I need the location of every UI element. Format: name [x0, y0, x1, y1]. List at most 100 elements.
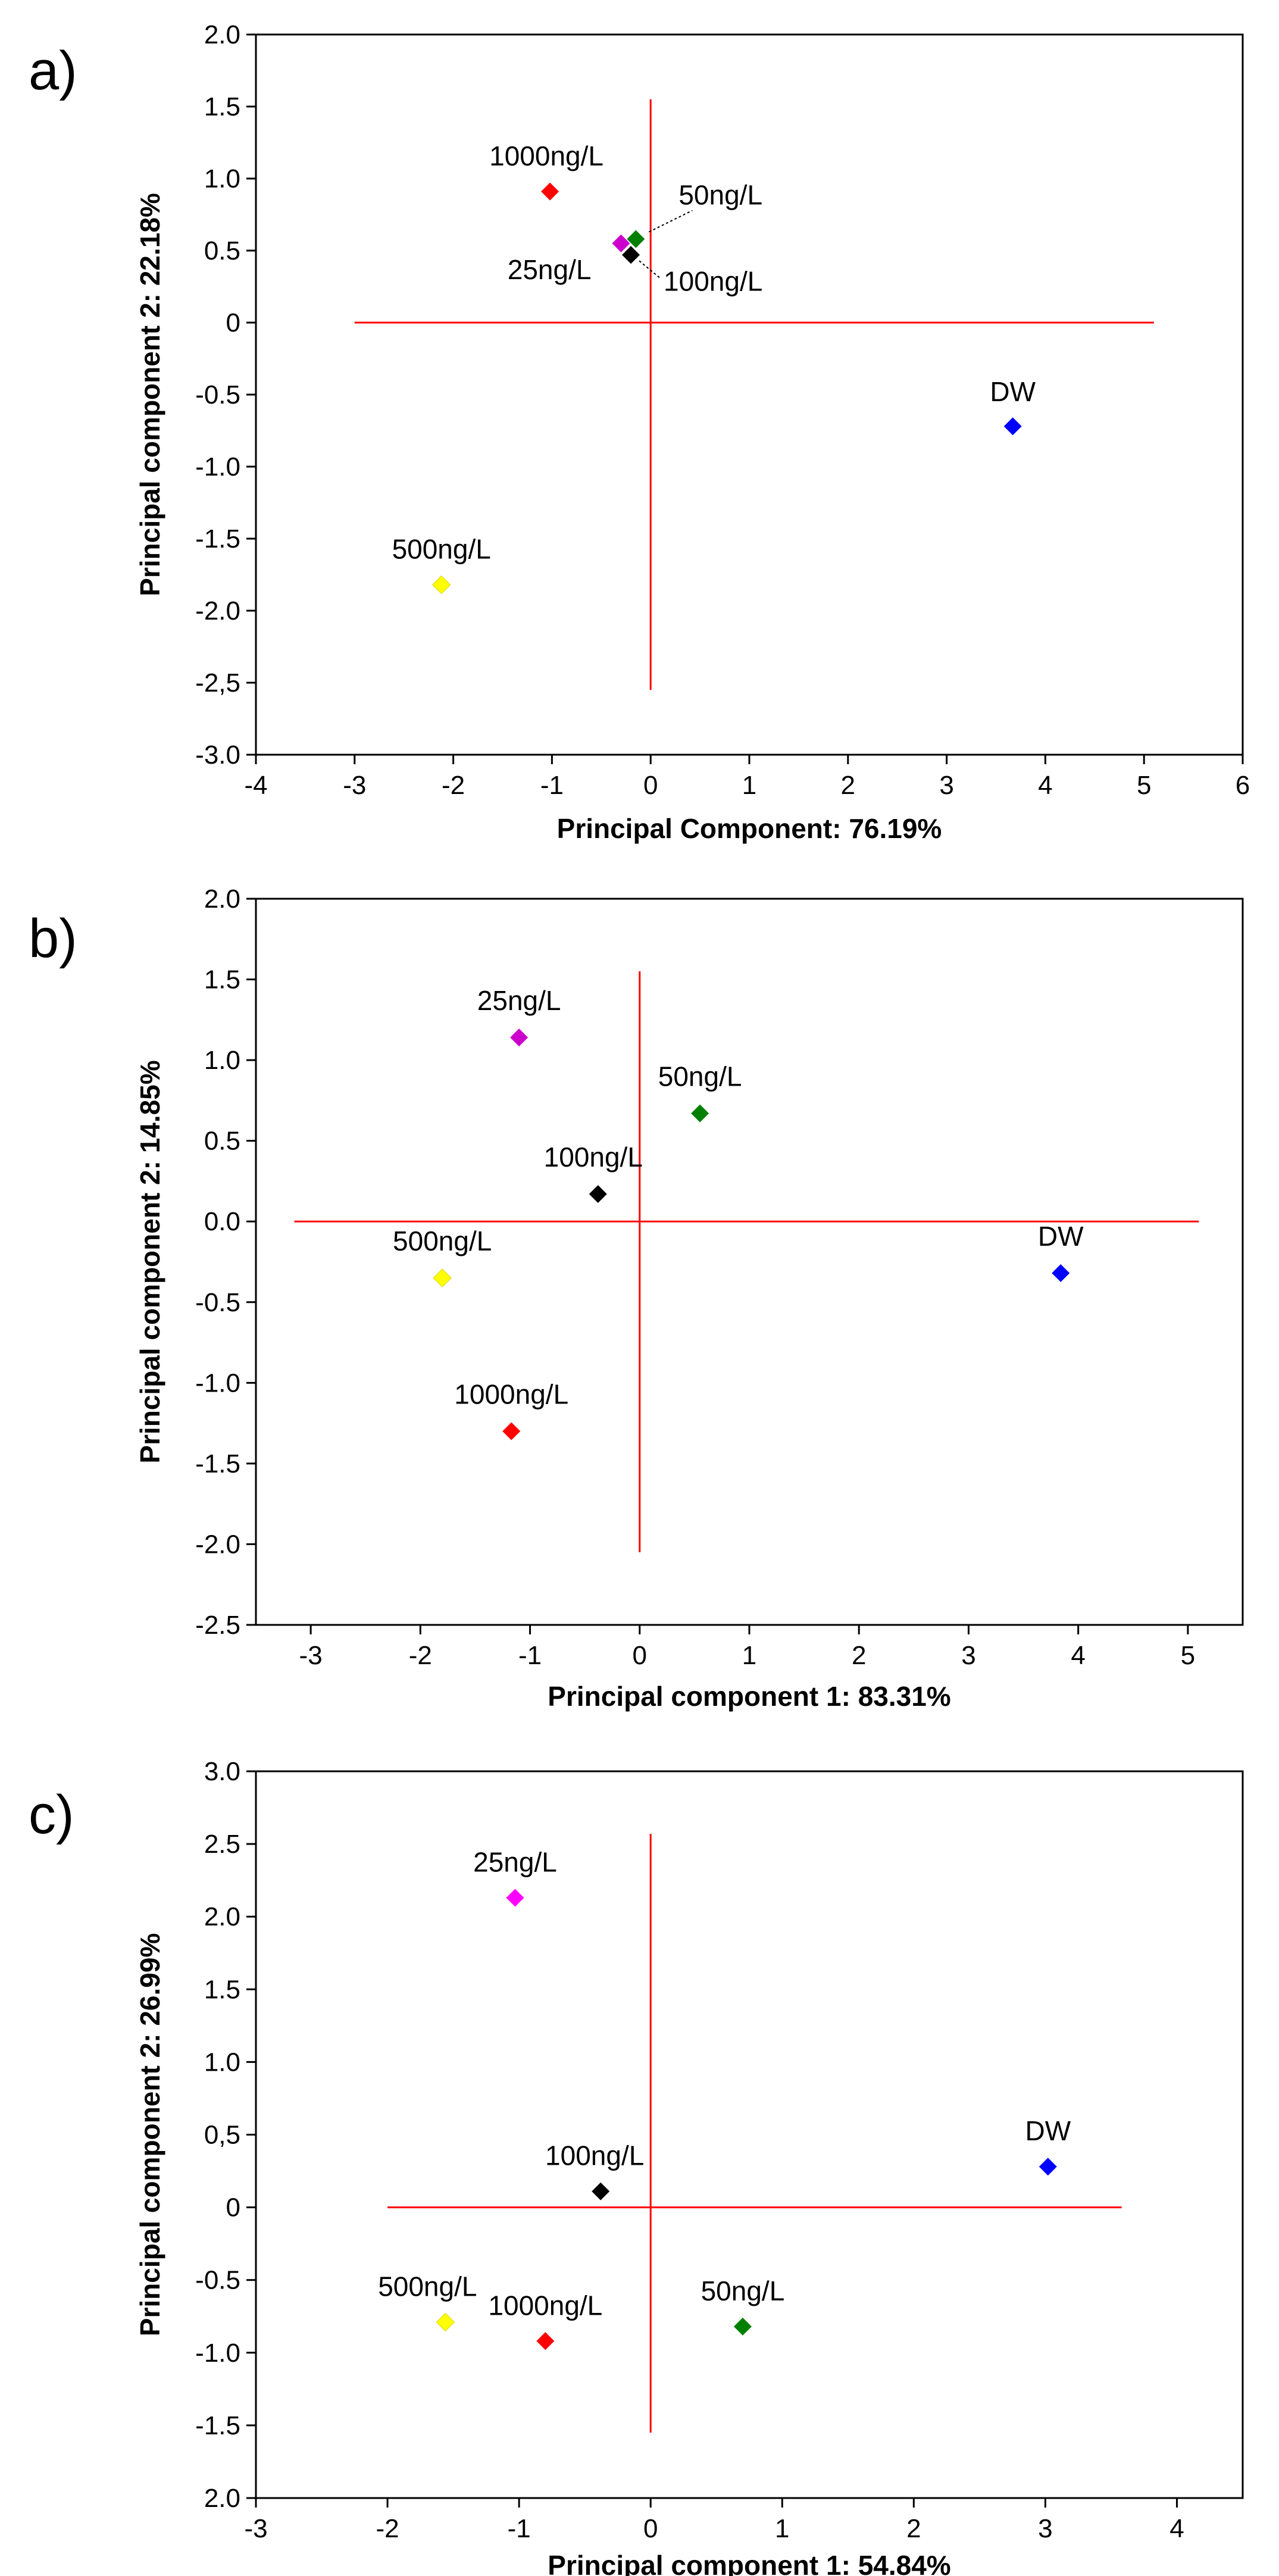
y-tick-label: 0.5 — [204, 236, 240, 265]
y-tick-label: 2.0 — [204, 20, 240, 49]
chart-panel-b: b) -3 -2 -1 0 1 2 3 4 5 2.0 1.5 1.0 0.5 0.0 -0.5 -1.0 -1.… — [0, 857, 1279, 1714]
data-point-25ng-l — [506, 1889, 524, 1907]
plot-frame — [255, 33, 1244, 756]
y-tick-label: -2,5 — [195, 668, 240, 698]
x-tick-label: 0 — [643, 2514, 658, 2543]
label-leader-line — [648, 210, 693, 233]
data-point-500ng-l — [433, 1268, 452, 1287]
y-tick-label: 1.5 — [204, 965, 240, 995]
x-tick-label: 0 — [643, 771, 658, 800]
scatter-plot-c: c) -3 -2 -1 0 1 2 3 4 3.0 2.5 2.0 1.5 1.0 0,5 0 -0.5 -1.0… — [29, 1757, 1244, 2576]
y-tick-label: -1.5 — [195, 2411, 240, 2440]
x-tick-label: -2 — [409, 1641, 432, 1670]
panel-letter: a) — [29, 40, 77, 101]
y-tick-label: 0,5 — [204, 2121, 240, 2150]
x-axis-title: Principal component 1: 83.31% — [548, 1681, 950, 1712]
scatter-plot-a: a) -4 -3 -2 -1 0 1 2 3 4 5 6 2.0 1.5 1.0 0.5 0 -0.5 -1.0 -1… — [29, 20, 1250, 844]
x-tick-label: 1 — [742, 771, 756, 800]
y-tick-label: 1.5 — [204, 1975, 240, 2004]
data-point-100ng-l — [622, 246, 640, 264]
data-label-1000ng-l: 1000ng/L — [454, 1379, 568, 1410]
x-tick-label: 4 — [1169, 2514, 1184, 2543]
y-tick-label: 3.0 — [204, 1757, 240, 1786]
data-point-dw — [1052, 1264, 1070, 1282]
data-point-50ng-l — [691, 1104, 709, 1123]
y-tick-label: -0.5 — [195, 1288, 240, 1317]
x-axis-title: Principal Component: 76.19% — [557, 813, 942, 844]
y-tick-label: 1.0 — [204, 1046, 240, 1075]
y-tick-label: -0.5 — [195, 380, 240, 409]
data-point-1000ng-l — [541, 182, 559, 201]
y-tick-label: 0 — [226, 308, 240, 337]
data-label-1000ng-l: 1000ng/L — [488, 2290, 602, 2321]
y-tick-label: 0 — [226, 2193, 240, 2222]
y-tick-label: -1.0 — [195, 1368, 240, 1398]
data-label-50ng-l: 50ng/L — [701, 2275, 785, 2306]
data-point-1000ng-l — [536, 2332, 555, 2350]
y-axis-title: Principal component 2: 26.99% — [135, 1933, 165, 2336]
panel-letter: c) — [29, 1784, 74, 1845]
data-point-25ng-l — [612, 234, 630, 252]
data-label-500ng-l: 500ng/L — [378, 2271, 477, 2302]
y-tick-label: -1.0 — [195, 2339, 240, 2368]
x-tick-label: 3 — [961, 1641, 975, 1670]
x-tick-label: 3 — [939, 771, 953, 800]
data-point-dw — [1003, 417, 1022, 436]
y-axis-title: Principal component 2: 14.85% — [135, 1060, 165, 1463]
data-label-50ng-l: 50ng/L — [658, 1061, 742, 1092]
x-tick-label: 5 — [1137, 771, 1151, 800]
x-tick-label: -3 — [343, 771, 366, 800]
data-label-dw: DW — [990, 376, 1036, 407]
y-tick-label: 0.0 — [204, 1207, 240, 1236]
data-label-dw: DW — [1038, 1221, 1084, 1252]
y-tick-label: -3.0 — [195, 740, 240, 770]
y-tick-label: -2.0 — [195, 1530, 240, 1559]
y-tick-label: 2.0 — [204, 2484, 240, 2513]
x-tick-label: 2 — [906, 2514, 921, 2543]
x-tick-label: -2 — [442, 771, 465, 800]
data-label-500ng-l: 500ng/L — [393, 1226, 492, 1256]
x-tick-label: -1 — [518, 1641, 542, 1670]
panel-letter: b) — [29, 908, 77, 969]
x-tick-label: 2 — [852, 1641, 866, 1670]
x-tick-label: 4 — [1071, 1641, 1085, 1670]
data-point-dw — [1039, 2158, 1057, 2176]
data-label-1000ng-l: 1000ng/L — [489, 140, 603, 171]
data-point-100ng-l — [592, 2182, 610, 2200]
data-label-100ng-l: 100ng/L — [545, 2140, 644, 2171]
plot-frame — [255, 1770, 1244, 2499]
data-point-1000ng-l — [502, 1422, 521, 1440]
y-tick-label: 1.0 — [204, 164, 240, 193]
x-tick-label: 1 — [742, 1641, 756, 1670]
x-tick-label: -4 — [244, 771, 267, 800]
x-tick-label: 6 — [1236, 771, 1250, 800]
y-tick-label: -2.0 — [195, 596, 240, 626]
scatter-plot-b: b) -3 -2 -1 0 1 2 3 4 5 2.0 1.5 1.0 0.5 0.0 -0.5 -1.0 -1.… — [29, 884, 1244, 1712]
y-tick-label: 0.5 — [204, 1127, 240, 1156]
x-tick-label: 2 — [841, 771, 855, 800]
x-tick-label: 1 — [775, 2514, 789, 2543]
y-tick-label: -1.5 — [195, 1449, 240, 1478]
y-tick-label: 1.5 — [204, 92, 240, 121]
plot-frame — [255, 898, 1244, 1626]
y-tick-label: -1.5 — [195, 524, 240, 554]
x-tick-label: -2 — [376, 2514, 399, 2543]
y-tick-label: 2.0 — [204, 884, 240, 914]
data-label-50ng-l: 50ng/L — [678, 180, 762, 211]
data-point-50ng-l — [627, 230, 645, 248]
data-point-25ng-l — [510, 1028, 529, 1047]
x-tick-label: 5 — [1181, 1641, 1195, 1670]
x-tick-label: 4 — [1038, 771, 1052, 800]
data-label-500ng-l: 500ng/L — [392, 533, 491, 564]
data-point-50ng-l — [733, 2317, 752, 2336]
data-label-dw: DW — [1025, 2115, 1071, 2146]
data-point-500ng-l — [436, 2312, 455, 2332]
x-tick-label: -1 — [540, 771, 564, 800]
data-label-25ng-l: 25ng/L — [508, 254, 592, 285]
y-tick-label: 1.0 — [204, 2047, 240, 2077]
x-tick-label: -1 — [508, 2514, 531, 2543]
x-tick-label: 3 — [1038, 2514, 1052, 2543]
y-tick-label: -2.5 — [195, 1611, 240, 1640]
data-label-25ng-l: 25ng/L — [477, 985, 561, 1016]
x-tick-label: 0 — [633, 1641, 647, 1670]
